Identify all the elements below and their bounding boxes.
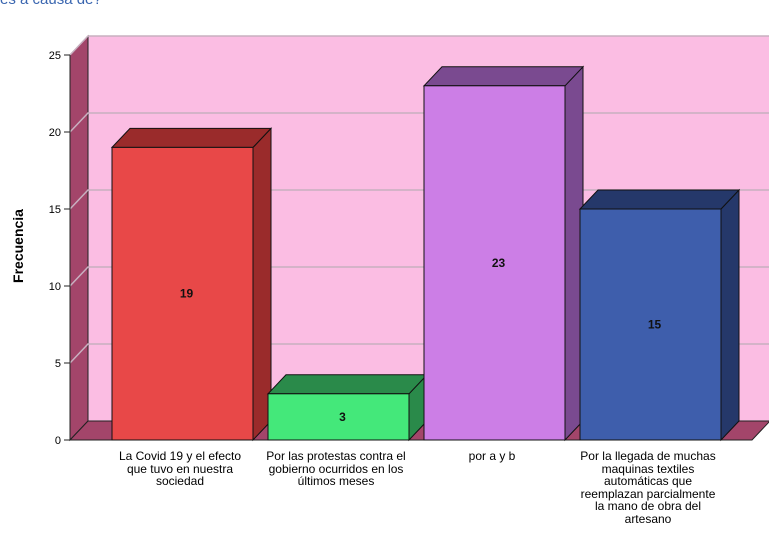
y-tick-label: 0 [55, 435, 61, 447]
bar-top [266, 374, 429, 395]
y-tick-label: 20 [49, 127, 61, 139]
bar [267, 393, 410, 441]
bar-side [720, 188, 740, 442]
bar [579, 208, 722, 441]
x-tick-label: La Covid 19 y el efecto que tuvo en nues… [118, 449, 242, 488]
bar [111, 146, 254, 441]
data-label: 3 [339, 410, 346, 424]
y-tick-label: 5 [55, 358, 61, 370]
x-tick-label: Por la llegada de muchas maquinas textil… [580, 449, 716, 526]
gridline [69, 35, 769, 56]
bar-top [110, 127, 273, 148]
y-tick-label: 15 [49, 204, 61, 216]
chart-title: es a causa de? [0, 0, 102, 8]
y-tick-label: 10 [49, 281, 61, 293]
y-tick-label: 25 [49, 50, 61, 62]
x-tick-label: Por las protestas contra el gobierno ocu… [266, 449, 406, 488]
data-label: 19 [180, 287, 194, 301]
plot-left-wall [69, 34, 89, 442]
bar [423, 85, 566, 441]
data-label: 15 [648, 318, 662, 332]
bar-top [422, 66, 585, 87]
x-tick-label: por a y b [468, 449, 516, 463]
data-label: 23 [492, 256, 506, 270]
bar-top [578, 189, 741, 210]
